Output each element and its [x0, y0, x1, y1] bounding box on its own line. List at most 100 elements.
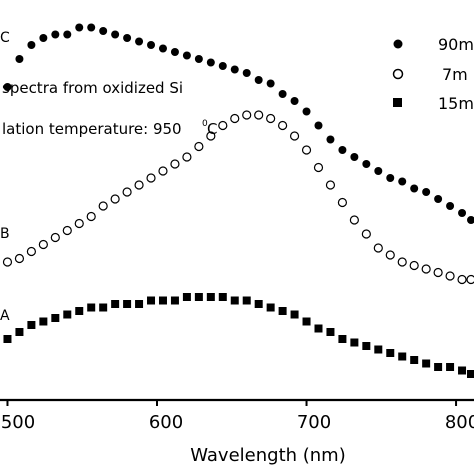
data-point-open-circle — [254, 110, 264, 120]
data-point-filled-circle — [410, 184, 419, 193]
data-point-square — [39, 317, 48, 326]
data-point-square — [467, 370, 474, 378]
data-point-open-circle — [170, 159, 180, 169]
data-point-open-circle — [194, 141, 204, 152]
data-point-square — [99, 303, 108, 312]
series-90m — [3, 23, 474, 224]
data-point-square — [182, 293, 191, 301]
data-point-filled-circle — [51, 30, 60, 39]
data-point-filled-circle — [39, 34, 48, 42]
data-point-filled-circle — [170, 48, 179, 56]
legend-label: 15m — [438, 94, 474, 113]
data-point-open-circle — [26, 246, 37, 257]
curve-label-b: B — [0, 226, 10, 242]
data-point-square — [111, 300, 120, 308]
data-point-square — [242, 296, 251, 305]
data-point-filled-circle — [362, 160, 371, 168]
data-point-filled-circle — [135, 37, 144, 46]
data-point-filled-circle — [278, 90, 287, 98]
data-point-square — [422, 359, 431, 368]
data-point-open-circle — [361, 229, 371, 239]
data-point-filled-circle — [446, 202, 455, 210]
data-point-square — [206, 293, 215, 301]
data-point-open-circle — [457, 274, 467, 285]
data-point-open-circle — [38, 239, 48, 250]
data-point-open-circle — [373, 243, 383, 253]
data-point-square — [266, 303, 275, 312]
data-point-open-circle — [289, 131, 300, 141]
x-axis-label: Wavelength (nm) — [190, 445, 346, 466]
data-point-square — [350, 338, 359, 347]
x-tick-label: 800 — [445, 412, 474, 433]
data-point-square — [87, 303, 96, 312]
x-tick-label: 700 — [297, 412, 331, 433]
data-point-filled-circle — [87, 23, 96, 32]
data-point-filled-circle — [326, 135, 335, 144]
data-point-square — [158, 296, 167, 305]
data-point-filled-circle — [254, 76, 263, 84]
data-point-filled-circle — [218, 62, 227, 70]
data-point-open-circle — [421, 264, 431, 274]
data-point-square — [254, 300, 263, 308]
data-point-filled-circle — [467, 216, 474, 224]
data-point-open-circle — [278, 120, 288, 131]
data-point-square — [398, 352, 407, 361]
data-point-filled-circle — [302, 107, 311, 116]
data-point-square — [75, 307, 84, 315]
data-point-open-circle — [158, 166, 168, 176]
data-point-square — [302, 317, 311, 326]
data-point-open-circle — [397, 257, 407, 267]
data-point-filled-circle — [99, 27, 108, 35]
data-point-filled-circle — [158, 44, 167, 53]
data-point-square — [63, 310, 72, 319]
data-point-filled-circle — [206, 58, 215, 67]
legend-label: 7m — [442, 65, 468, 84]
data-point-filled-circle — [182, 51, 191, 60]
data-point-square — [15, 328, 24, 336]
data-point-square — [434, 363, 443, 371]
data-point-filled-circle — [314, 121, 323, 130]
legend-marker-7m — [392, 68, 404, 80]
data-point-open-circle — [14, 253, 25, 264]
data-point-open-circle — [266, 113, 276, 124]
data-point-square — [290, 310, 299, 319]
data-point-open-circle — [242, 110, 252, 120]
data-point-open-circle — [110, 194, 120, 204]
annotation-degree-superscript: 0 — [202, 119, 208, 129]
data-point-filled-circle — [147, 41, 156, 49]
data-point-square — [170, 296, 179, 305]
data-point-filled-circle — [398, 177, 407, 186]
data-point-square — [386, 349, 395, 357]
annotation-sample: spectra from oxidized Si — [2, 79, 183, 97]
data-point-open-circle — [2, 257, 13, 267]
data-point-filled-circle — [422, 188, 431, 196]
data-point-open-circle — [62, 225, 72, 236]
data-point-square — [27, 321, 36, 329]
data-point-open-circle — [122, 187, 132, 197]
data-point-square — [446, 363, 455, 371]
data-point-open-circle — [313, 162, 324, 173]
data-point-open-circle — [433, 267, 443, 278]
data-point-open-circle — [466, 274, 474, 285]
data-point-square — [3, 335, 12, 343]
data-point-filled-circle — [111, 30, 120, 39]
data-point-square — [458, 366, 467, 375]
series-7m — [2, 110, 474, 285]
legend-marker-15m — [393, 98, 402, 107]
data-point-filled-circle — [374, 167, 383, 175]
data-point-square — [194, 293, 203, 301]
data-point-open-circle — [325, 180, 336, 190]
data-point-open-circle — [445, 271, 455, 281]
data-point-open-circle — [337, 197, 348, 208]
data-point-open-circle — [385, 250, 395, 260]
data-point-open-circle — [349, 215, 359, 225]
legend-marker-90m — [393, 39, 403, 49]
data-point-open-circle — [218, 120, 228, 131]
data-point-open-circle — [301, 145, 312, 155]
data-point-square — [338, 335, 347, 343]
data-point-filled-circle — [27, 41, 36, 49]
data-point-filled-circle — [266, 79, 275, 88]
data-point-open-circle — [134, 180, 144, 190]
data-point-open-circle — [409, 260, 419, 271]
